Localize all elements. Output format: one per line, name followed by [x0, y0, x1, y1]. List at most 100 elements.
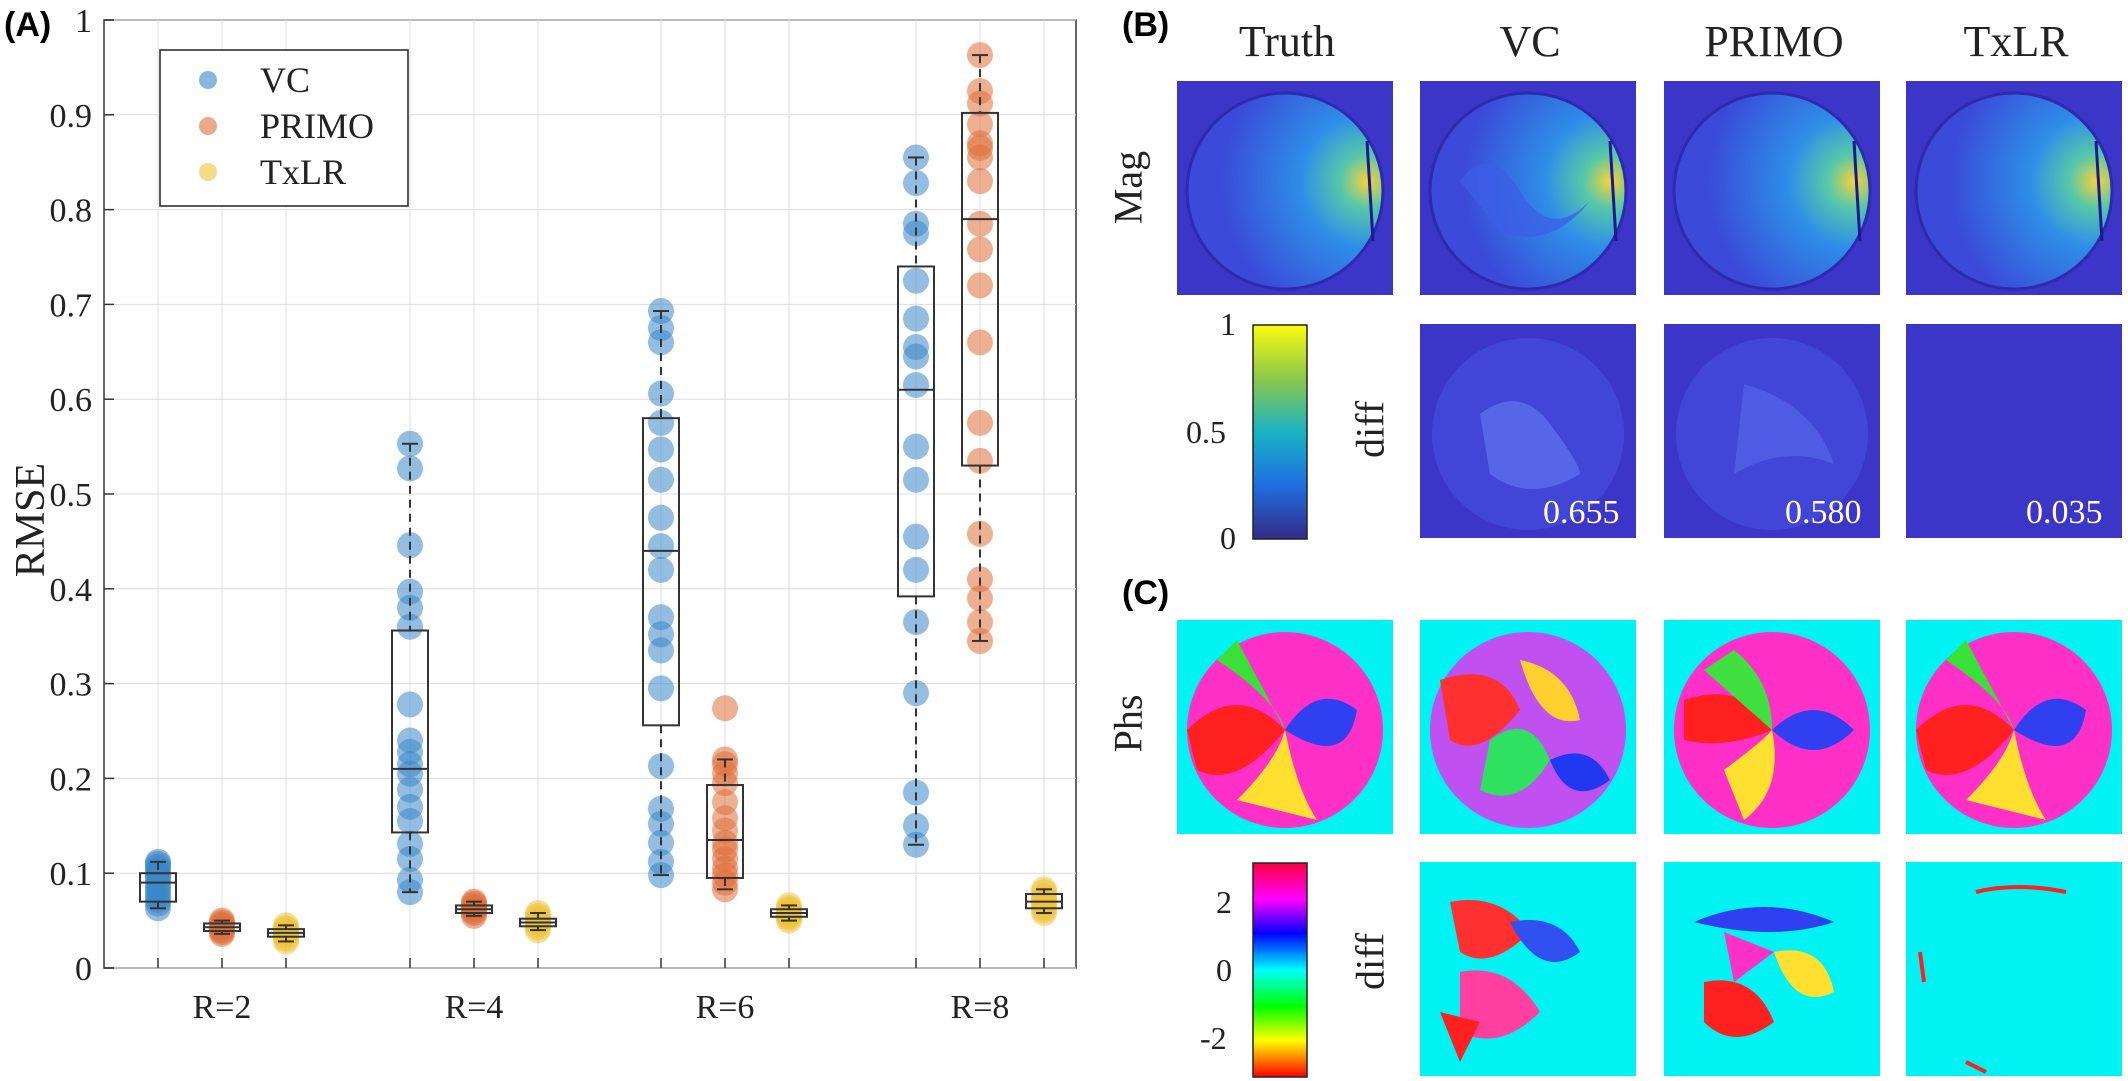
data-point: [967, 78, 993, 105]
col-title-primo: PRIMO: [1704, 17, 1844, 66]
box-iqr: [706, 784, 744, 879]
data-point: [967, 447, 993, 474]
phs-colorbar: [1252, 862, 1308, 1078]
mag-diff-primo-rmse: 0.580: [1785, 494, 1862, 531]
data-point: [648, 466, 674, 493]
data-point: [967, 520, 993, 547]
row-label-mag-diff: diff: [1347, 400, 1393, 459]
data-point: [648, 409, 674, 436]
y-tick-label: 0.9: [50, 98, 93, 135]
mag-diff-vc-image: [1420, 324, 1636, 538]
x-tick-label: R=4: [445, 989, 504, 1026]
data-point: [967, 409, 993, 436]
mag-diff-txlr-image: [1906, 324, 2122, 538]
y-tick-label: 0.6: [50, 382, 93, 419]
data-point: [967, 329, 993, 356]
data-point: [648, 556, 674, 583]
data-point: [967, 168, 993, 195]
box-iqr: [897, 265, 935, 598]
mag-colorbar: [1252, 324, 1308, 540]
col-title-truth: Truth: [1238, 17, 1336, 66]
y-tick-label: 1: [75, 3, 92, 40]
x-tick-label: R=6: [696, 989, 755, 1026]
box-iqr: [139, 872, 177, 903]
data-point: [903, 466, 929, 493]
phs-truth-image: [1177, 620, 1393, 834]
y-tick-label: 0.8: [50, 193, 93, 230]
data-point: [397, 691, 423, 718]
mag-primo-image: [1664, 81, 1880, 295]
mag-diff-txlr-rmse: 0.035: [2026, 494, 2103, 531]
data-point: [967, 111, 993, 138]
mag-colorbar-tick-0: 0: [1220, 520, 1236, 556]
data-point: [967, 272, 993, 299]
mag-colorbar-tick-1: 1: [1220, 306, 1236, 342]
data-point: [903, 371, 929, 398]
data-point: [903, 210, 929, 237]
phs-colorbar-tick-0: 0: [1216, 952, 1232, 988]
x-tick-label: R=8: [951, 989, 1010, 1026]
data-point: [648, 436, 674, 463]
data-point: [397, 830, 423, 857]
data-point: [903, 334, 929, 361]
y-axis-label: RMSE: [8, 463, 54, 577]
phs-diff-primo-image: [1664, 862, 1880, 1076]
y-tick-label: 0.5: [50, 477, 93, 514]
row-label-phs: Phs: [1105, 694, 1151, 753]
phs-txlr-image: [1906, 620, 2122, 834]
data-point: [903, 556, 929, 583]
row-label-mag: Mag: [1105, 150, 1151, 225]
legend-label-vc: VC: [260, 60, 310, 100]
y-tick-label: 0.7: [50, 287, 93, 324]
panel-label-c: (C): [1122, 574, 1170, 612]
axis-layer: 0 0.1 0.2 0.3 0.4 0.5 0.6 0.7 0.8 0.9 1 R=2 R=4 R=6 R=…: [50, 3, 1045, 1026]
data-point: [903, 608, 929, 635]
data-point: [648, 604, 674, 631]
y-tick-label: 0: [75, 951, 92, 988]
legend-label-primo: PRIMO: [260, 106, 374, 146]
x-tick-label: R=2: [193, 989, 252, 1026]
legend-marker-txlr: [199, 163, 217, 181]
mag-colorbar-tick-05: 0.5: [1186, 414, 1226, 450]
row-label-phs-diff: diff: [1347, 932, 1393, 991]
phs-diff-txlr-image: [1906, 862, 2122, 1076]
box-layer: [139, 54, 1063, 943]
box-iqr: [391, 629, 429, 834]
y-tick-label: 0.3: [50, 667, 93, 704]
data-point: [967, 236, 993, 263]
mag-txlr-image: [1906, 81, 2122, 295]
mag-truth-image: [1177, 81, 1393, 295]
phs-vc-image: [1420, 620, 1636, 834]
data-point: [397, 455, 423, 482]
data-point: [648, 533, 674, 560]
phs-diff-vc-image: [1420, 862, 1636, 1076]
legend-label-txlr: TxLR: [260, 152, 346, 192]
data-point: [712, 695, 738, 722]
col-title-txlr: TxLR: [1963, 17, 2069, 66]
data-point: [903, 433, 929, 460]
data-point: [648, 380, 674, 407]
mag-vc-image: [1420, 81, 1636, 295]
data-point: [648, 753, 674, 780]
data-point: [903, 680, 929, 707]
mag-diff-vc-rmse: 0.655: [1543, 494, 1620, 531]
data-point: [648, 848, 674, 875]
data-point: [712, 789, 738, 816]
y-tick-label: 0.1: [50, 856, 93, 893]
data-point: [397, 727, 423, 754]
data-point: [903, 305, 929, 332]
phs-colorbar-tick-2: 2: [1216, 884, 1232, 920]
legend: VC PRIMO TxLR: [159, 49, 409, 207]
y-tick-label: 0.4: [50, 572, 93, 609]
data-point: [967, 130, 993, 157]
col-title-vc: VC: [1499, 17, 1561, 66]
box-iqr: [642, 417, 680, 727]
panel-label-a: (A): [4, 6, 52, 44]
data-point: [648, 504, 674, 531]
legend-marker-vc: [199, 71, 217, 89]
mag-diff-primo-image: [1664, 324, 1880, 538]
data-point: [967, 210, 993, 237]
legend-marker-primo: [199, 117, 217, 135]
data-point: [903, 267, 929, 294]
phs-primo-image: [1664, 620, 1880, 834]
